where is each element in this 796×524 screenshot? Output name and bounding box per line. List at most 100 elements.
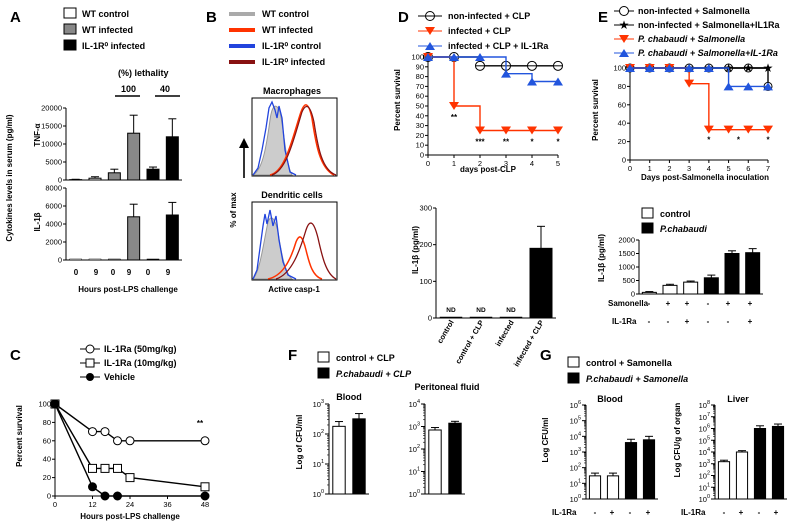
d-bar-ylabel: IL-1β (pg/ml) [411,226,420,274]
A-bottom-ytick-1: 2000 [45,238,62,247]
G-liver-ytick-8: 108 [699,400,710,410]
A-top-ytick-0: 0 [58,176,62,185]
c-ylabel: Percent survival [15,405,24,467]
D-survival-ytick-4: 40 [416,111,424,120]
D-survival-ytick-0: 0 [420,151,424,160]
C-series-0 [54,403,205,442]
E-survival-ytick-3: 60 [618,100,626,109]
D-survival-pt-0-5 [553,60,563,71]
D-survival-pt-2-4 [527,77,537,86]
d-nd-2: ND [506,307,516,314]
C-ytick-4: 80 [43,418,51,427]
F-peritoneal-ytick-1: 101 [409,467,420,477]
A-bottom-ytick-0: 0 [58,256,62,265]
E-bar-bar-3 [703,277,719,295]
A-top-ytick-3: 15000 [41,122,62,131]
A-bottom-ytick-3: 6000 [45,202,62,211]
e-il-4: - [727,317,730,326]
C-pt-0-3 [113,436,122,446]
b-dc-il1r-infected [275,222,337,280]
panel-b-label: B [206,9,217,26]
E-survival-pt-2-5 [723,125,734,134]
a-xtick-3: 9 [127,268,132,277]
C-pt-0-5 [200,436,210,446]
E-bar-bar-2 [683,281,699,295]
E-survival-pt-3-7 [763,82,773,91]
d-star-4: * [556,138,560,147]
G-blood-ytick-2: 102 [570,463,581,473]
e-il1ra-row: - - + - - + [648,317,753,326]
g-row2-1: + [739,508,744,517]
G-liver-bar-2 [753,428,767,500]
e-ylabel: Percent survival [591,79,600,141]
D-survival-ytick-10: 100 [411,53,424,62]
d-star-3: * [530,138,534,147]
legend-swatch-wt-infected [63,23,77,35]
F-blood-ytick-1: 101 [313,459,324,469]
a-xtick-0: 0 [74,268,79,277]
legend-d-marker-2 [425,42,435,50]
G-blood-bar-3 [642,439,656,500]
C-ytick-3: 60 [43,436,51,445]
F-peritoneal-bar-1 [448,422,462,495]
C-ytick-2: 40 [43,455,51,464]
legend-swatch-il1r-infected [63,39,77,51]
g-row-0: - [594,508,597,517]
F-peritoneal-ytick-4: 104 [409,399,420,409]
panel-f-label: F [288,347,297,364]
legend-d-0: non-infected + CLP [448,11,530,21]
C-xtick-1: 12 [88,500,96,509]
e-il-3: - [707,317,710,326]
d-nd-1: ND [476,307,486,314]
A-bottom-bar-5 [165,214,179,261]
E-survival-ytick-4: 80 [618,82,626,91]
G-blood-bar-1 [606,475,620,500]
D-survival-pt-0-4 [527,60,537,71]
panel-a-xlabel: Hours post-LPS challenge [78,285,178,294]
D-survival-pt-0-2 [475,60,485,71]
D-bar-ytick-2: 200 [419,240,432,249]
legend-c-0: IL-1Ra (50mg/kg) [104,344,177,354]
legend-e-bar-0: control [660,209,691,219]
D-survival-pt-2-1 [449,53,459,61]
G-liver-bar-0 [717,461,731,500]
A-top-bar-5 [165,136,179,181]
legend-f-0: control + CLP [336,353,395,363]
A-top-bar-3 [127,132,141,181]
e-xlabel: Days post-Salmonella inoculation [641,173,769,182]
G-liver-ytick-5: 105 [699,435,710,445]
g-row-label-2: IL-1Ra [681,508,706,517]
e-row-il1ra-label: IL-1Ra [612,317,637,326]
C-pt-2-1 [88,482,97,492]
E-survival-pt-1-7: ★ [763,61,774,75]
D-bar-bar-3 [529,247,553,319]
C-xtick-4: 48 [201,500,209,509]
g-row-3: + [646,508,651,517]
panel-a-tnf-label: TNF-α [33,123,42,146]
a-xtick-2: 0 [111,268,116,277]
C-series-1 [54,403,206,488]
legend-b-1: WT infected [262,25,313,35]
legend-e-bar-1: P.chabaudi [660,224,707,234]
legend-a-0: WT control [82,9,129,19]
D-survival-pt-1-2 [475,126,485,135]
panel-c: C IL-1Ra (50mg/kg) IL-1Ra (10mg/kg) Vehi… [10,344,210,521]
b-macrophages-title: Macrophages [263,86,321,96]
b-mac-il1r-infected [271,105,337,176]
e-samonella-row: - + + - + + [648,299,753,308]
C-pt-2-4 [200,491,210,501]
b-ylabel: % of max [229,192,238,228]
legend-f-swatch-0 [317,351,330,363]
E-survival-pt-3-0 [625,64,635,72]
legend-swatch-wt-control [63,7,77,19]
panel-e: E non-infected + Salmonella ★ non-infect… [591,6,781,326]
legend-a-2: IL-1R⁰ infected [82,41,145,51]
c-xlabel: Hours post-LPS challenge [80,512,180,521]
D-survival-ytick-2: 20 [416,131,424,140]
a-xtick-1: 9 [94,268,99,277]
g-ylabel-2: Log CFU/g of organ [673,403,682,478]
legend-e-0: non-infected + Salmonella [638,6,751,16]
A-top-bar-4 [146,168,160,181]
D-survival-xtick-2: 2 [478,159,482,168]
